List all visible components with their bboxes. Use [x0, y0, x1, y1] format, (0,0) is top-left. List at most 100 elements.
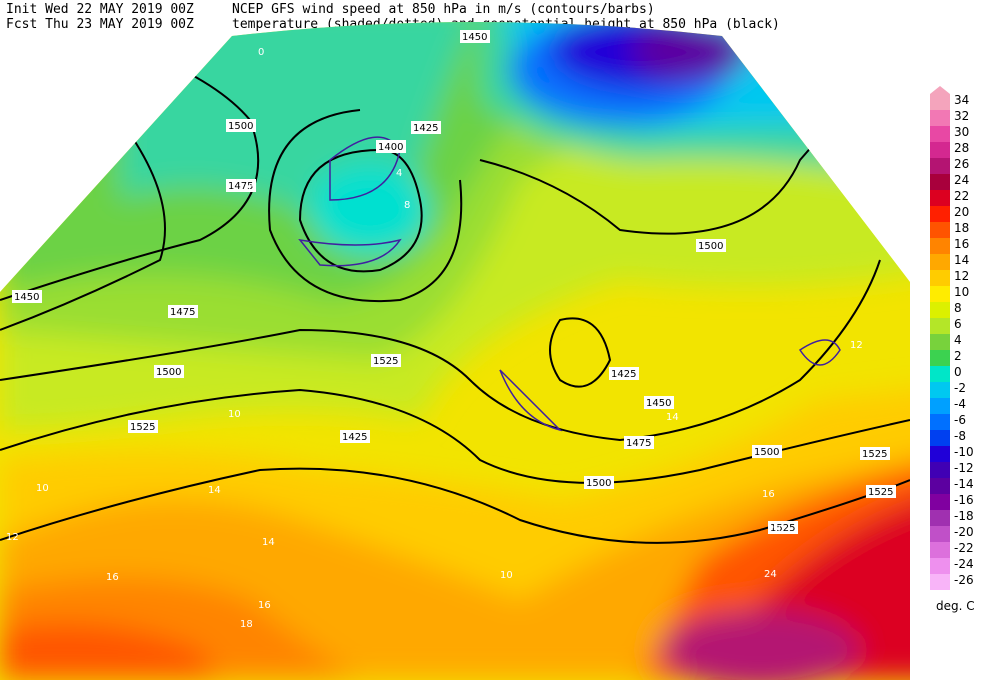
colorbar-label: 12 — [954, 269, 969, 283]
height-label: 1450 — [14, 292, 39, 303]
height-label: 1500 — [586, 478, 611, 489]
height-label-box — [128, 420, 158, 433]
colorbar-swatch — [930, 478, 950, 494]
colorbar-label: -22 — [954, 541, 974, 555]
colorbar-label: 20 — [954, 205, 969, 219]
colorbar-swatch — [930, 94, 950, 110]
colorbar-swatch — [930, 142, 950, 158]
colorbar-swatch — [930, 430, 950, 446]
height-label: 1475 — [228, 181, 253, 192]
height-label: 1500 — [754, 447, 779, 458]
colorbar-swatch — [930, 414, 950, 430]
height-label-box — [460, 30, 490, 43]
colorbar-swatch — [930, 302, 950, 318]
height-label: 1425 — [413, 123, 438, 134]
colorbar-swatch — [930, 542, 950, 558]
height-label-box — [411, 121, 441, 134]
temperature-label: 16 — [106, 572, 119, 583]
height-label-box — [609, 367, 639, 380]
colorbar-swatch — [930, 286, 950, 302]
colorbar-label: -20 — [954, 525, 974, 539]
init-title: NCEP GFS wind speed at 850 hPa in m/s (c… — [232, 2, 655, 17]
height-label: 1400 — [378, 142, 403, 153]
colorbar-label: 18 — [954, 221, 969, 235]
height-label-box — [624, 436, 654, 449]
height-label: 1525 — [770, 523, 795, 534]
height-label-box — [376, 140, 406, 153]
colorbar-arrow — [930, 86, 950, 94]
height-label-box — [860, 447, 890, 460]
colorbar-swatch — [930, 494, 950, 510]
height-label-box — [696, 239, 726, 252]
colorbar-swatch — [930, 110, 950, 126]
height-label-box — [168, 305, 198, 318]
height-label: 1525 — [862, 449, 887, 460]
height-label-box — [371, 354, 401, 367]
colorbar-label: -18 — [954, 509, 974, 523]
temperature-label: 18 — [240, 619, 253, 630]
colorbar-swatch — [930, 190, 950, 206]
colorbar-swatch — [930, 318, 950, 334]
height-label: 1475 — [626, 438, 651, 449]
colorbar-swatch — [930, 254, 950, 270]
colorbar-swatch — [930, 238, 950, 254]
fcst-label: Fcst Thu 23 MAY 2019 00Z — [6, 17, 194, 32]
temperature-label: 6 — [248, 182, 254, 193]
colorbar-label: 8 — [954, 301, 962, 315]
colorbar-swatch — [930, 462, 950, 478]
temperature-label: 14 — [208, 485, 221, 496]
temperature-label: 10 — [36, 483, 49, 494]
colorbar-swatch — [930, 574, 950, 590]
height-label-box — [752, 445, 782, 458]
colorbar-unit: deg. C — [936, 599, 975, 613]
height-label-box — [584, 476, 614, 489]
colorbar-label: 6 — [954, 317, 962, 331]
height-label: 1500 — [228, 121, 253, 132]
colorbar-label: 2 — [954, 349, 962, 363]
height-label-box — [226, 179, 256, 192]
colorbar-label: 24 — [954, 173, 969, 187]
temperature-label: 12 — [850, 340, 863, 351]
colorbar-swatch — [930, 398, 950, 414]
colorbar-label: -16 — [954, 493, 974, 507]
colorbar-label: 0 — [954, 365, 962, 379]
colorbar-label: -2 — [954, 381, 966, 395]
colorbar-swatch — [930, 126, 950, 142]
colorbar-swatch — [930, 334, 950, 350]
height-label: 1525 — [868, 487, 893, 498]
temperature-label: 10 — [500, 570, 513, 581]
height-label-box — [768, 521, 798, 534]
colorbar-swatch — [930, 446, 950, 462]
height-label-box — [866, 485, 896, 498]
colorbar-swatch — [930, 382, 950, 398]
init-label: Init Wed 22 MAY 2019 00Z — [6, 2, 194, 17]
height-label-box — [12, 290, 42, 303]
height-label-box — [226, 119, 256, 132]
colorbar-swatch — [930, 350, 950, 366]
colorbar-label: 10 — [954, 285, 969, 299]
temperature-label: 4 — [396, 168, 402, 179]
colorbar-swatch — [930, 270, 950, 286]
colorbar-label: 32 — [954, 109, 969, 123]
colorbar-swatch — [930, 526, 950, 542]
temperature-label: 16 — [762, 489, 775, 500]
colorbar-label: -12 — [954, 461, 974, 475]
temperature-label: 12 — [6, 532, 19, 543]
colorbar-swatch — [930, 558, 950, 574]
colorbar-label: 26 — [954, 157, 969, 171]
colorbar-label: -4 — [954, 397, 966, 411]
height-label: 1525 — [130, 422, 155, 433]
temperature-label: 14 — [262, 537, 275, 548]
height-label: 1425 — [342, 432, 367, 443]
colorbar-swatch — [930, 510, 950, 526]
height-label: 1450 — [646, 398, 671, 409]
colorbar-label: 16 — [954, 237, 969, 251]
temperature-label: 8 — [404, 200, 410, 211]
colorbar-label: 30 — [954, 125, 969, 139]
height-label: 1425 — [611, 369, 636, 380]
height-label: 1475 — [170, 307, 195, 318]
height-label: 1500 — [156, 367, 181, 378]
temperature-label: 10 — [228, 409, 241, 420]
